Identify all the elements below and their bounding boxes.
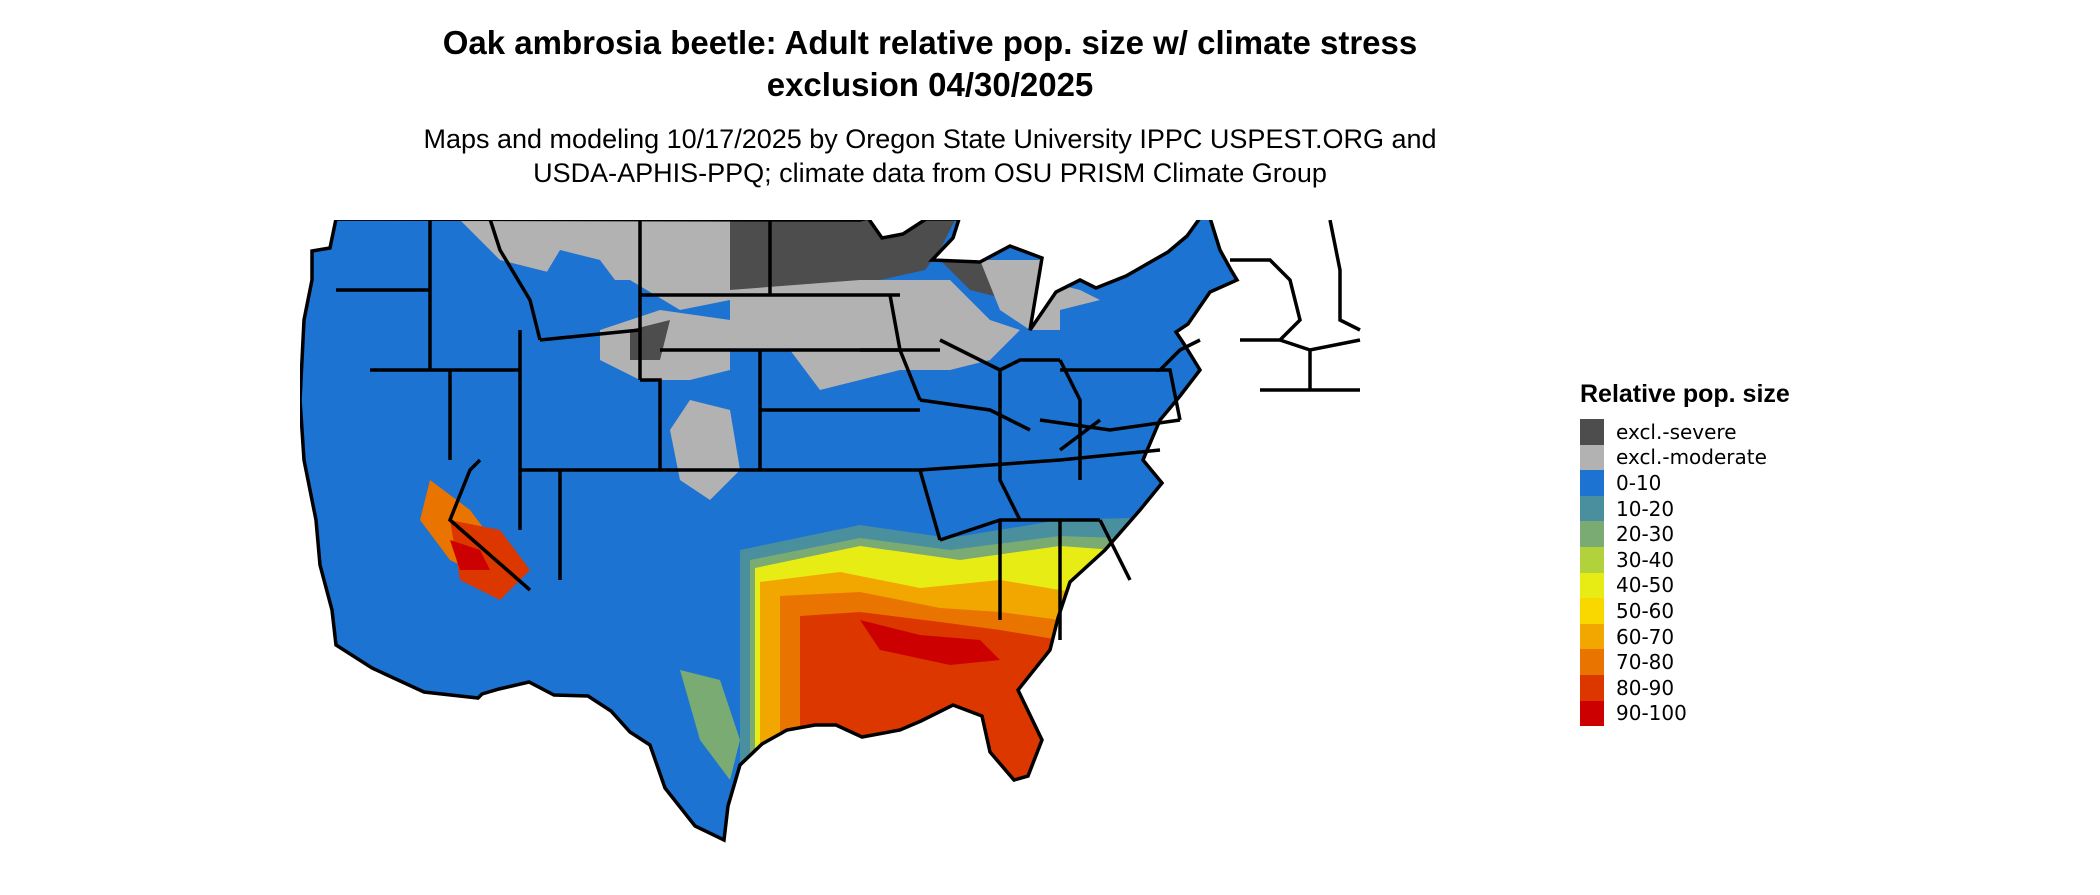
legend-label: 40-50 [1616, 573, 1675, 598]
legend-swatch [1580, 521, 1604, 547]
legend-label: 50-60 [1616, 598, 1675, 623]
title-line-1: Oak ambrosia beetle: Adult relative pop.… [442, 24, 1418, 61]
legend-swatch [1580, 444, 1604, 471]
legend-swatch [1580, 700, 1604, 727]
legend-label: 80-90 [1616, 675, 1675, 700]
subtitle-line-2: USDA-APHIS-PPQ; climate data from OSU PR… [533, 158, 1327, 188]
us-map-svg [298, 216, 1361, 842]
legend-item: 70-80 [1580, 649, 1790, 675]
legend-swatch [1580, 470, 1604, 496]
legend-label: 10-20 [1616, 496, 1675, 521]
legend-item: 90-100 [1580, 700, 1790, 727]
legend-label: 20-30 [1616, 522, 1675, 547]
legend-swatch [1580, 649, 1604, 675]
legend-swatch [1580, 495, 1604, 522]
legend-label: excl.-moderate [1616, 445, 1767, 470]
legend-swatch [1580, 674, 1604, 701]
legend-label: excl.-severe [1616, 419, 1737, 444]
legend-item: 40-50 [1580, 572, 1790, 599]
legend-item: 80-90 [1580, 674, 1790, 701]
legend-item: excl.-severe [1580, 419, 1790, 445]
map-subtitle: Maps and modeling 10/17/2025 by Oregon S… [0, 122, 1860, 190]
legend-swatch [1580, 598, 1604, 624]
state-boundaries [298, 216, 1361, 842]
legend-label: 0-10 [1616, 470, 1662, 495]
legend-item: 60-70 [1580, 623, 1790, 650]
legend-item: excl.-moderate [1580, 444, 1790, 471]
legend-title: Relative pop. size [1580, 380, 1790, 408]
legend-label: 30-40 [1616, 547, 1675, 572]
legend-item: 0-10 [1580, 470, 1790, 496]
map-legend: Relative pop. size excl.-severe excl.-mod… [1580, 380, 1790, 727]
legend-swatch [1580, 572, 1604, 599]
legend-swatch [1580, 546, 1604, 573]
map-title: Oak ambrosia beetle: Adult relative pop.… [0, 22, 1860, 106]
us-map [298, 216, 1560, 890]
legend-item: 50-60 [1580, 598, 1790, 624]
legend-label: 60-70 [1616, 624, 1675, 649]
legend-swatch [1580, 623, 1604, 650]
title-line-2: exclusion 04/30/2025 [766, 66, 1094, 103]
legend-item: 30-40 [1580, 546, 1790, 573]
legend-item: 10-20 [1580, 495, 1790, 522]
legend-label: 70-80 [1616, 650, 1675, 675]
legend-item: 20-30 [1580, 521, 1790, 547]
legend-label: 90-100 [1616, 701, 1687, 726]
legend-swatch [1580, 419, 1604, 445]
subtitle-line-1: Maps and modeling 10/17/2025 by Oregon S… [423, 124, 1437, 154]
legend-items: excl.-severe excl.-moderate 0-10 10-20 20-30… [1580, 419, 1790, 727]
